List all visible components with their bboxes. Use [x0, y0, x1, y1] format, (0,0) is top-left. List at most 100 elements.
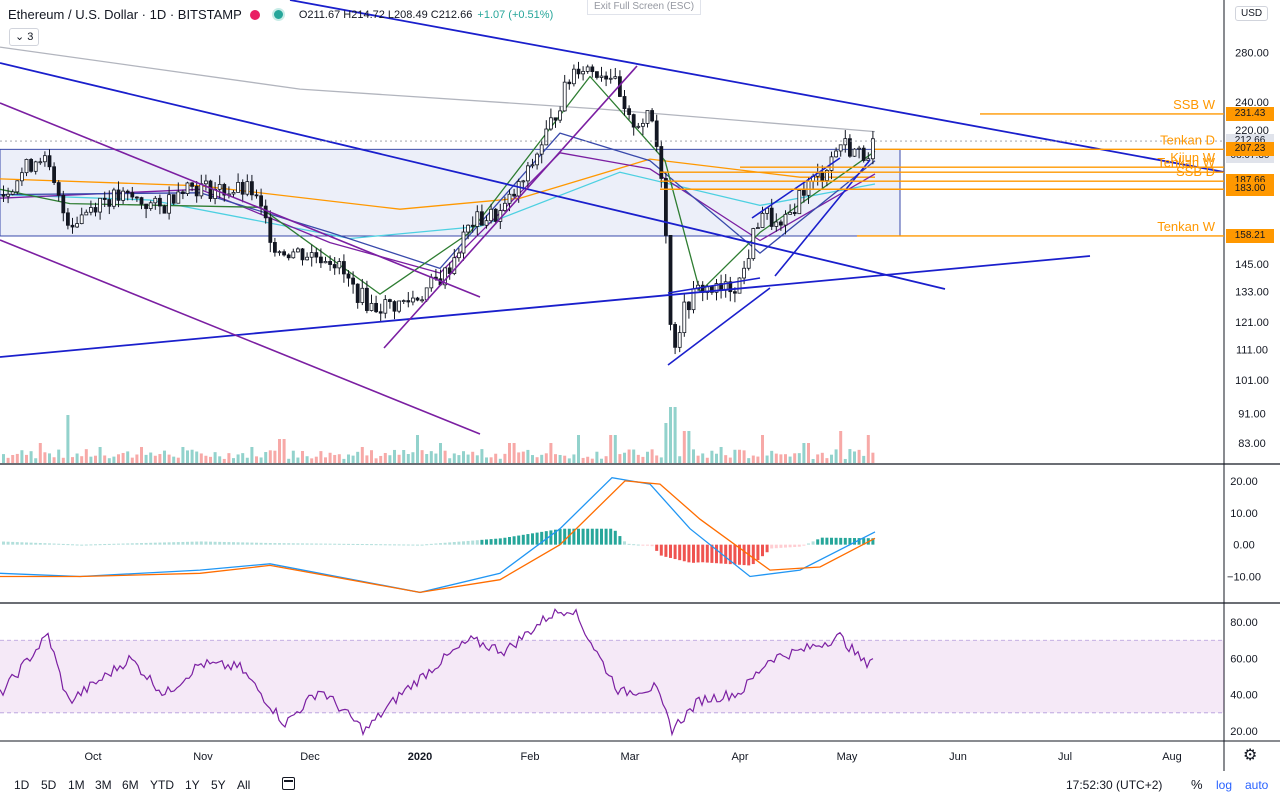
- macd-histogram-bar: [29, 542, 33, 545]
- volume-bar: [692, 449, 695, 463]
- volume-bar: [839, 431, 843, 463]
- volume-bar: [333, 454, 337, 463]
- indicators-toggle-button[interactable]: ⌄ 3: [9, 28, 40, 46]
- macd-histogram-bar: [94, 544, 97, 546]
- candle: [157, 197, 162, 207]
- macd-histogram-bar: [365, 544, 369, 546]
- log-scale-toggle[interactable]: log: [1216, 778, 1233, 792]
- volume-bar: [834, 449, 838, 463]
- candle: [116, 189, 121, 201]
- candle: [535, 153, 539, 166]
- candle: [452, 257, 457, 274]
- flag-icon[interactable]: [249, 9, 260, 20]
- candle: [779, 221, 783, 226]
- volume-bar: [2, 454, 5, 463]
- candle: [838, 144, 843, 152]
- volume-bar: [43, 452, 47, 463]
- time-tick-label: May: [837, 751, 858, 763]
- candle: [245, 181, 250, 195]
- macd-histogram-bar: [816, 539, 820, 545]
- volume-bar: [204, 455, 208, 463]
- level-label: Tenkan D: [1160, 132, 1215, 147]
- exit-fullscreen-button[interactable]: Exit Full Screen (ESC): [587, 0, 702, 15]
- timeframe-button[interactable]: All: [237, 778, 251, 792]
- candle: [139, 197, 144, 205]
- volume-bar: [296, 457, 300, 463]
- macd-histogram-bar: [273, 543, 277, 545]
- candle: [217, 184, 222, 190]
- candle: [650, 110, 654, 122]
- candle: [834, 150, 838, 158]
- macd-histogram-bar: [167, 542, 171, 545]
- macd-histogram-bar: [43, 543, 47, 545]
- candle: [461, 231, 466, 254]
- candle: [291, 251, 296, 259]
- percent-scale-toggle[interactable]: %: [1191, 777, 1203, 792]
- volume-bar: [682, 431, 686, 463]
- auto-scale-toggle[interactable]: auto: [1245, 778, 1269, 792]
- volume-bar: [747, 458, 751, 463]
- candle: [581, 71, 585, 75]
- clock[interactable]: 17:52:30 (UTC+2): [1066, 778, 1163, 792]
- timeframe-button[interactable]: 5D: [41, 778, 57, 792]
- candle: [861, 147, 866, 161]
- timeframe-button[interactable]: 1M: [68, 778, 85, 792]
- candle: [61, 194, 66, 214]
- volume-bar: [512, 443, 516, 463]
- macd-histogram-bar: [590, 528, 594, 545]
- price-tag: 183.00: [1226, 182, 1274, 197]
- volume-bar: [245, 457, 249, 463]
- macd-histogram-bar: [163, 542, 166, 545]
- volume-bar: [6, 457, 10, 463]
- timeframe-button[interactable]: 3M: [95, 778, 112, 792]
- volume-bar: [811, 458, 815, 463]
- volume-bar: [857, 449, 861, 463]
- candle: [539, 144, 544, 155]
- macd-histogram-bar: [255, 542, 258, 545]
- level-label: SSB D: [1176, 164, 1215, 179]
- candle: [848, 138, 852, 157]
- volume-bar: [466, 454, 470, 463]
- candle: [240, 181, 245, 195]
- macd-histogram-bar: [650, 544, 654, 547]
- timeframe-button[interactable]: YTD: [150, 778, 174, 792]
- macd-histogram-bar: [498, 538, 502, 545]
- calendar-icon[interactable]: [282, 777, 295, 790]
- macd-histogram-bar: [664, 544, 668, 557]
- macd-histogram-bar: [715, 544, 718, 564]
- candle: [66, 212, 70, 226]
- candle: [760, 212, 765, 228]
- candle: [512, 193, 516, 197]
- macd-histogram-bar: [843, 537, 847, 545]
- candle: [378, 311, 383, 314]
- volume-bar: [130, 457, 134, 463]
- timeframe-button[interactable]: 1D: [14, 778, 30, 792]
- currency-badge[interactable]: USD: [1235, 6, 1269, 21]
- timeframe-button[interactable]: 1Y: [185, 778, 200, 792]
- macd-histogram-bar: [705, 544, 709, 563]
- candle: [475, 211, 480, 227]
- moving-average-line: [0, 46, 876, 133]
- volume-bar: [98, 447, 102, 463]
- volume-bar: [572, 454, 576, 463]
- timeframe-button[interactable]: 6M: [122, 778, 139, 792]
- gear-icon[interactable]: ⚙: [1243, 747, 1258, 764]
- candle: [774, 221, 779, 227]
- volume-bar: [480, 449, 484, 463]
- volume-bar: [452, 453, 456, 463]
- price-tick-label: 83.00: [1238, 438, 1266, 450]
- timeframe-button[interactable]: 5Y: [211, 778, 226, 792]
- market-status-icon: [271, 8, 285, 21]
- macd-histogram-bar: [416, 544, 419, 546]
- macd-histogram-bar: [186, 541, 189, 545]
- volume-bar: [807, 443, 810, 463]
- symbol-title[interactable]: Ethereum / U.S. Dollar · 1D · BITSTAMP: [8, 7, 242, 22]
- volume-bar: [328, 452, 332, 463]
- volume-bar: [535, 457, 539, 463]
- volume-bar: [236, 454, 240, 463]
- volume-bar: [57, 449, 61, 463]
- macd-histogram-bar: [466, 540, 470, 545]
- candle: [231, 191, 236, 195]
- volume-bar: [540, 454, 544, 463]
